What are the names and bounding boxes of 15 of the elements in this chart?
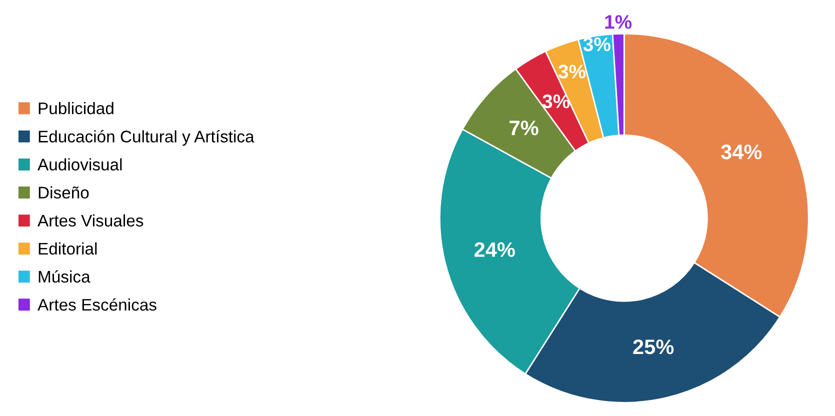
data-label: 3% [558,64,586,78]
legend-label: Audiovisual [38,158,122,171]
legend-label: Música [38,270,90,283]
legend-label: Editorial [38,242,97,255]
data-label: 3% [583,37,610,52]
data-label: 25% [633,340,674,354]
data-label: 34% [720,144,762,160]
legend-label: Artes Escénicas [38,298,156,311]
legend-label: Educación Cultural y Artística [38,130,254,146]
data-label: 24% [474,242,515,257]
legend-label: Publicidad [38,102,114,114]
data-label: 7% [510,120,538,136]
legend-label: Diseño [38,186,89,199]
legend-label: Artes Visuales [38,214,144,227]
data-label: 1% [605,15,632,29]
